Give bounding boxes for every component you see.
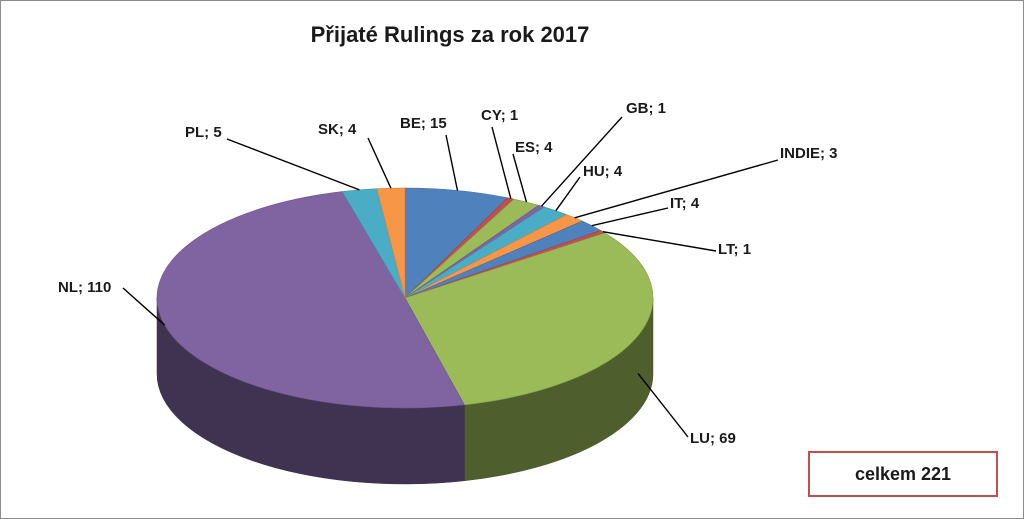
data-label-indie: INDIE; 3 [780, 145, 838, 162]
leader-es [512, 153, 528, 203]
leader-be [445, 134, 459, 191]
leader-pl [226, 138, 360, 191]
slice-sk [376, 187, 406, 299]
leader-nl [122, 287, 166, 326]
leader-gb [540, 116, 623, 207]
leader-lu [637, 373, 689, 438]
leader-indie [574, 159, 779, 219]
leader-hu [555, 176, 581, 212]
chart-title: Přijaté Rulings za rok 2017 [310, 22, 590, 47]
leader-it [591, 207, 669, 227]
leader-cy [491, 126, 512, 199]
leader-lines [122, 116, 779, 438]
data-label-hu: HU; 4 [583, 163, 623, 180]
data-label-sk: SK; 4 [318, 121, 357, 138]
pie-slices [156, 187, 654, 409]
data-labels: BE; 15 CY; 1 ES; 4 GB; 1 HU; 4 INDIE; 3 IT; 4 L… [58, 100, 838, 447]
total-label: celkem 221 [854, 463, 952, 484]
data-label-cy: CY; 1 [481, 107, 518, 124]
data-label-pl: PL; 5 [185, 124, 222, 141]
total-box: celkem 221 [808, 451, 998, 497]
slice-be [404, 187, 509, 299]
data-label-gb: GB; 1 [626, 100, 666, 117]
data-label-lt: LT; 1 [718, 241, 751, 258]
data-label-nl: NL; 110 [58, 279, 111, 296]
leader-lt [602, 231, 717, 252]
data-label-it: IT; 4 [670, 195, 700, 212]
data-label-lu: LU; 69 [690, 430, 736, 447]
data-label-be: BE; 15 [400, 115, 447, 132]
data-label-es: ES; 4 [515, 139, 553, 156]
slice-lu [404, 232, 654, 406]
leader-sk [367, 137, 392, 189]
